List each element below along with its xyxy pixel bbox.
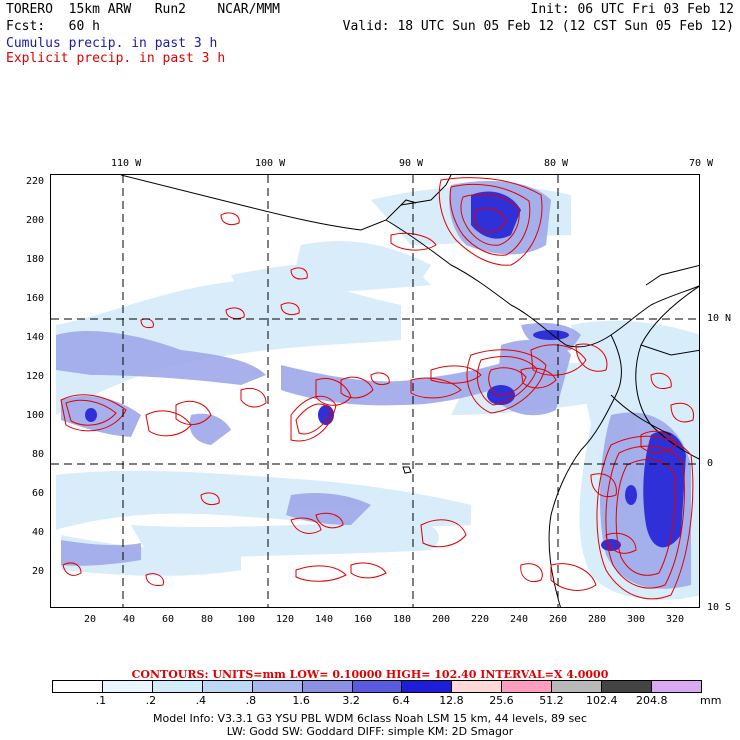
grid-x-60: 60 [162, 614, 175, 625]
graticule [51, 175, 699, 607]
grid-y-140: 140 [26, 332, 45, 343]
colorbar-label: 102.4 [586, 694, 618, 707]
lon-label-70w: 70 W [689, 158, 714, 169]
explicit-precip-contours [60, 177, 695, 600]
grid-y-40: 40 [32, 527, 45, 538]
grid-x-240: 240 [510, 614, 529, 625]
valid-time: Valid: 18 UTC Sun 05 Feb 12 (12 CST Sun … [342, 19, 734, 34]
lat-label-10s: 10 S [707, 602, 732, 613]
colorbar-label: 1.6 [292, 694, 310, 707]
grid-x-100: 100 [237, 614, 256, 625]
colorbar-label: 51.2 [539, 694, 564, 707]
colorbar-label: .8 [245, 694, 257, 707]
colorbar-swatch [602, 681, 653, 692]
grid-y-200: 200 [26, 215, 45, 226]
grid-x-140: 140 [315, 614, 334, 625]
lat-label-0: 0 [707, 458, 714, 469]
colorbar-label: 3.2 [342, 694, 360, 707]
lon-label-90w: 90 W [399, 158, 424, 169]
colorbar-label: .1 [95, 694, 107, 707]
colorbar-label: 6.4 [392, 694, 410, 707]
grid-x-40: 40 [123, 614, 136, 625]
colorbar-label: 25.6 [489, 694, 514, 707]
colorbar-swatch [302, 681, 353, 692]
colorbar-label: .4 [195, 694, 207, 707]
cumulus-precip-label: Cumulus precip. in past 3 h [6, 36, 218, 51]
colorbar-swatch [502, 681, 553, 692]
colorbar-unit: mm [700, 694, 722, 707]
grid-x-320: 320 [666, 614, 685, 625]
lon-label-110w: 110 W [111, 158, 142, 169]
colorbar-label: 12.8 [439, 694, 464, 707]
model-info-line: Model Info: V3.3.1 G3 YSU PBL WDM 6class… [152, 712, 588, 725]
map-canvas [51, 175, 699, 607]
lat-label-10n: 10 N [707, 313, 732, 324]
grid-y-100: 100 [26, 410, 45, 421]
lon-label-80w: 80 W [544, 158, 569, 169]
colorbar-swatch [452, 681, 503, 692]
lon-label-100w: 100 W [255, 158, 286, 169]
colorbar-swatch [102, 681, 153, 692]
grid-y-120: 120 [26, 371, 45, 382]
colorbar-swatch [652, 681, 701, 692]
contour-info: CONTOURS: UNITS=mm LOW= 0.10000 HIGH= 10… [131, 668, 609, 681]
grid-y-160: 160 [26, 293, 45, 304]
color-scale-bar [52, 680, 702, 693]
grid-x-280: 280 [588, 614, 607, 625]
colorbar-swatch [252, 681, 303, 692]
grid-x-260: 260 [549, 614, 568, 625]
explicit-precip-label: Explicit precip. in past 3 h [6, 51, 226, 66]
colorbar-label: .2 [145, 694, 157, 707]
grid-x-20: 20 [84, 614, 97, 625]
colorbar-swatch [552, 681, 603, 692]
init-time: Init: 06 UTC Fri 03 Feb 12 [530, 2, 735, 17]
grid-y-80: 80 [32, 449, 45, 460]
grid-x-220: 220 [471, 614, 490, 625]
physics-info-line: LW: Godd SW: Goddard DIFF: simple KM: 2D… [226, 725, 514, 738]
colorbar-label: 204.8 [636, 694, 668, 707]
grid-y-180: 180 [26, 254, 45, 265]
grid-x-160: 160 [354, 614, 373, 625]
grid-x-300: 300 [627, 614, 646, 625]
grid-y-20: 20 [32, 566, 45, 577]
grid-x-180: 180 [393, 614, 412, 625]
grid-y-220: 220 [26, 176, 45, 187]
precipitation-map [50, 174, 700, 608]
model-run-title: TORERO 15km ARW Run2 NCAR/MMM [6, 2, 280, 17]
grid-y-60: 60 [32, 488, 45, 499]
forecast-hour: Fcst: 60 h [6, 19, 100, 34]
grid-x-120: 120 [276, 614, 295, 625]
colorbar-swatch [352, 681, 403, 692]
grid-x-80: 80 [201, 614, 214, 625]
coastlines [120, 175, 699, 607]
colorbar-swatch [152, 681, 203, 692]
colorbar-swatch [202, 681, 253, 692]
colorbar-swatch [402, 681, 453, 692]
grid-x-200: 200 [432, 614, 451, 625]
colorbar-swatch [53, 681, 103, 692]
